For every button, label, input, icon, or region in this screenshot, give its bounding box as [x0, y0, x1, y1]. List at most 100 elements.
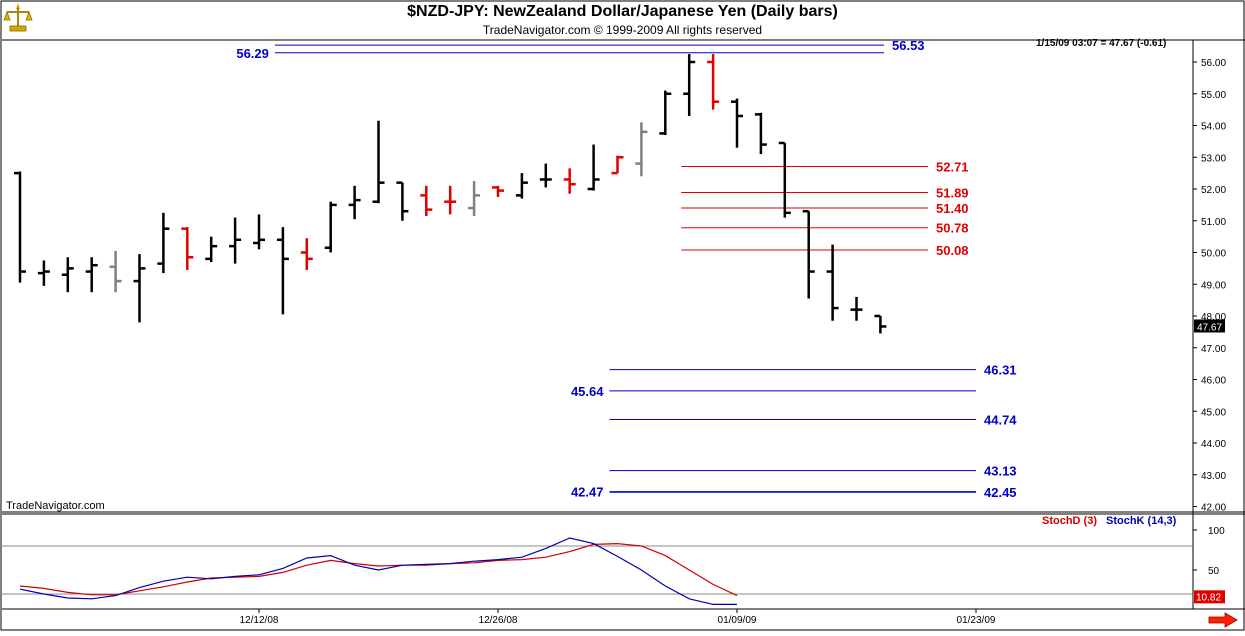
level-51.40: 51.40 [681, 201, 969, 216]
ohlc-bar [300, 238, 313, 270]
level-46.31: 46.31 [609, 363, 1017, 378]
y-tick-label: 55.00 [1201, 90, 1226, 101]
ohlc-bar [348, 185, 361, 220]
ohlc-bar [109, 250, 122, 293]
level-50.08: 50.08 [681, 243, 969, 258]
ohlc-bar [205, 236, 218, 263]
ohlc-bar [754, 112, 767, 155]
legend-stochd: StochD (3) [1042, 515, 1097, 527]
ohlc-bar [683, 54, 696, 116]
ohlc-bar [61, 257, 74, 293]
x-tick-label: 12/26/08 [479, 615, 518, 626]
chart-title: $NZD-JPY: NewZealand Dollar/Japanese Yen… [407, 3, 838, 20]
ohlc-bar [253, 214, 265, 250]
level-label: 56.29 [236, 46, 269, 61]
level-43.13: 43.13 [609, 464, 1017, 479]
ohlc-bar [850, 296, 863, 321]
stoch-last-box [1194, 590, 1225, 604]
x-tick-label: 12/12/08 [240, 615, 279, 626]
level-42.45: 42.45 [609, 485, 1017, 500]
level-label: 44.74 [984, 413, 1017, 428]
ohlc-bar [587, 144, 600, 191]
ohlc-bar [731, 98, 743, 148]
y-tick-label: 50.00 [1201, 249, 1226, 260]
level-label: 46.31 [984, 363, 1017, 378]
ohlc-bar [420, 185, 433, 216]
level-label: 51.40 [936, 201, 969, 216]
y-tick-label: 43.00 [1201, 471, 1226, 482]
y-tick-label: 48.00 [1201, 312, 1226, 323]
ohlc-bar [468, 181, 481, 216]
level-44.74: 44.74 [609, 413, 1017, 428]
x-tick-label: 01/09/09 [718, 615, 757, 626]
ohlc-bar [802, 209, 815, 299]
level-label: 45.64 [571, 384, 604, 399]
stoch-y-tick-label: 50 [1208, 566, 1220, 577]
ohlc-bar [515, 173, 528, 199]
y-tick-label: 46.00 [1201, 376, 1226, 387]
y-tick-label: 53.00 [1201, 153, 1226, 164]
ohlc-bar [324, 201, 337, 253]
stoch-y-tick-label: 100 [1208, 526, 1225, 537]
x-tick-label: 01/23/09 [957, 615, 996, 626]
level-label: 56.53 [892, 38, 925, 53]
ohlc-bar [157, 212, 170, 274]
stochd-line [19, 542, 738, 597]
y-tick-label: 47.00 [1201, 344, 1226, 355]
level-label: 50.08 [936, 243, 969, 258]
gold-scale-logo-icon [3, 2, 33, 34]
ohlc-bar [492, 185, 504, 197]
level-label: 52.71 [936, 159, 969, 174]
level-label: 50.78 [936, 221, 969, 236]
level-51.89: 51.89 [681, 185, 969, 200]
level-42.47: 42.47 [571, 485, 976, 500]
brand-label: TradeNavigator.com [6, 500, 105, 512]
y-tick-label: 45.00 [1201, 407, 1226, 418]
y-tick-label: 49.00 [1201, 280, 1226, 291]
ohlc-bar [133, 254, 146, 323]
level-45.64: 45.64 [571, 384, 976, 399]
ohlc-bar [635, 122, 648, 177]
chart-subtitle: TradeNavigator.com © 1999-2009 All right… [482, 23, 763, 37]
legend-stochk: StochK (14,3) [1106, 515, 1177, 527]
ohlc-bar [229, 217, 242, 264]
ohlc-bar [659, 90, 672, 136]
level-50.78: 50.78 [681, 221, 969, 236]
price-readout: 1/15/09 03:07 = 47.67 (-0.61) [1036, 38, 1167, 49]
last-price-box [1194, 319, 1225, 333]
ohlc-bar [874, 314, 887, 334]
last-price-label: 47.67 [1197, 322, 1222, 333]
ohlc-bar [707, 54, 720, 110]
y-tick-label: 42.00 [1201, 503, 1226, 514]
ohlc-bar [85, 257, 98, 293]
ohlc-bar [563, 168, 576, 194]
level-label: 42.45 [984, 485, 1017, 500]
level-label: 42.47 [571, 485, 604, 500]
ohlc-bar [14, 171, 26, 283]
y-tick-label: 54.00 [1201, 122, 1226, 133]
level-label: 51.89 [936, 185, 969, 200]
level-56.29: 56.29 [236, 46, 884, 61]
level-52.71: 52.71 [681, 159, 969, 174]
ohlc-bar [778, 141, 791, 218]
ohlc-bar [181, 227, 194, 270]
ohlc-bar [276, 227, 289, 315]
level-56.53: 56.53 [274, 38, 925, 53]
ohlc-bar [37, 260, 50, 286]
y-tick-label: 51.00 [1201, 217, 1226, 228]
red-right-arrow-icon[interactable] [1208, 612, 1238, 633]
ohlc-bar [372, 120, 385, 204]
ohlc-bar [611, 155, 624, 175]
ohlc-bar [396, 181, 409, 221]
stochk-line [19, 537, 737, 606]
level-label: 43.13 [984, 464, 1017, 479]
ohlc-bar [826, 244, 839, 321]
ohlc-bar [444, 185, 457, 215]
y-tick-label: 52.00 [1201, 185, 1226, 196]
stoch-last-label: 10.82 [1196, 592, 1221, 603]
ohlc-bar [539, 163, 552, 188]
y-tick-label: 44.00 [1201, 439, 1226, 450]
